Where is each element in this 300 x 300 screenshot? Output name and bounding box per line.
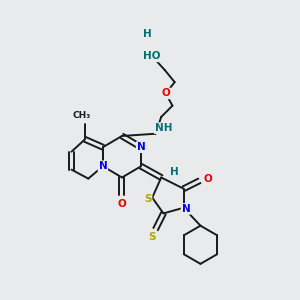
Text: N: N	[98, 161, 107, 171]
Text: S: S	[148, 232, 156, 242]
Text: N: N	[137, 142, 146, 152]
Text: H: H	[143, 29, 152, 39]
Text: N: N	[182, 204, 190, 214]
Text: HO: HO	[143, 51, 161, 61]
Text: O: O	[118, 200, 126, 209]
Text: NH: NH	[155, 123, 172, 133]
Text: O: O	[204, 174, 213, 184]
Text: S: S	[144, 194, 152, 204]
Text: H: H	[170, 167, 179, 177]
Text: O: O	[161, 88, 170, 98]
Text: CH₃: CH₃	[73, 111, 91, 120]
